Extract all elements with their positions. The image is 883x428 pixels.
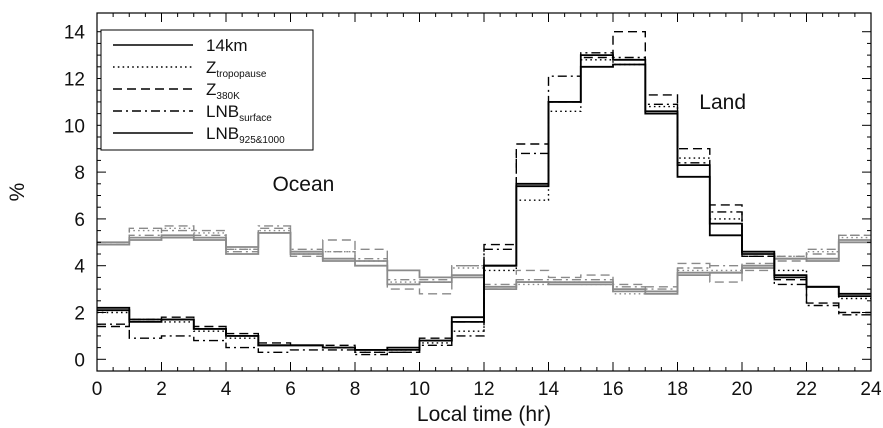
x-tick-label: 10 (409, 379, 430, 400)
legend-label-subscript: tropopause (216, 69, 266, 80)
legend: 14kmZtropopauseZ380KLNBsurfaceLNB925&100… (100, 29, 314, 151)
y-tick-label: 6 (74, 210, 85, 231)
y-axis-label: % (6, 183, 29, 202)
legend-label-subscript: surface (239, 113, 272, 124)
land-series-5 (97, 63, 871, 351)
y-tick-label: 4 (74, 257, 85, 278)
land-series-4 (97, 52, 871, 356)
x-tick-label: 18 (667, 379, 688, 400)
y-tick-label: 0 (74, 350, 85, 371)
x-tick-label: 16 (602, 379, 623, 400)
x-tick-label: 14 (538, 379, 560, 400)
x-tick-label: 24 (860, 379, 882, 400)
x-tick-label: 4 (221, 379, 232, 400)
y-tick-label: 12 (64, 70, 85, 91)
x-tick-label: 0 (92, 379, 103, 400)
series-layer (97, 31, 871, 356)
y-tick-label: 14 (64, 23, 86, 44)
y-tick-label: 8 (74, 163, 85, 184)
y-tick-label: 10 (64, 116, 85, 137)
land-annotation: Land (699, 91, 746, 114)
y-tick-label: 2 (74, 304, 85, 325)
ocean-annotation: Ocean (272, 173, 334, 196)
x-tick-label: 12 (473, 379, 494, 400)
legend-label-1: 14km (206, 36, 248, 55)
x-tick-label: 6 (285, 379, 296, 400)
legend-box (100, 29, 314, 151)
x-tick-label: 20 (731, 379, 752, 400)
legend-label-subscript: 925&1000 (239, 135, 285, 146)
legend-label-subscript: 380K (216, 91, 240, 102)
ocean-series-3 (97, 225, 871, 295)
x-axis-label: Local time (hr) (417, 403, 551, 426)
x-tick-label: 22 (796, 379, 817, 400)
x-tick-label: 2 (156, 379, 167, 400)
x-tick-label: 8 (350, 379, 361, 400)
